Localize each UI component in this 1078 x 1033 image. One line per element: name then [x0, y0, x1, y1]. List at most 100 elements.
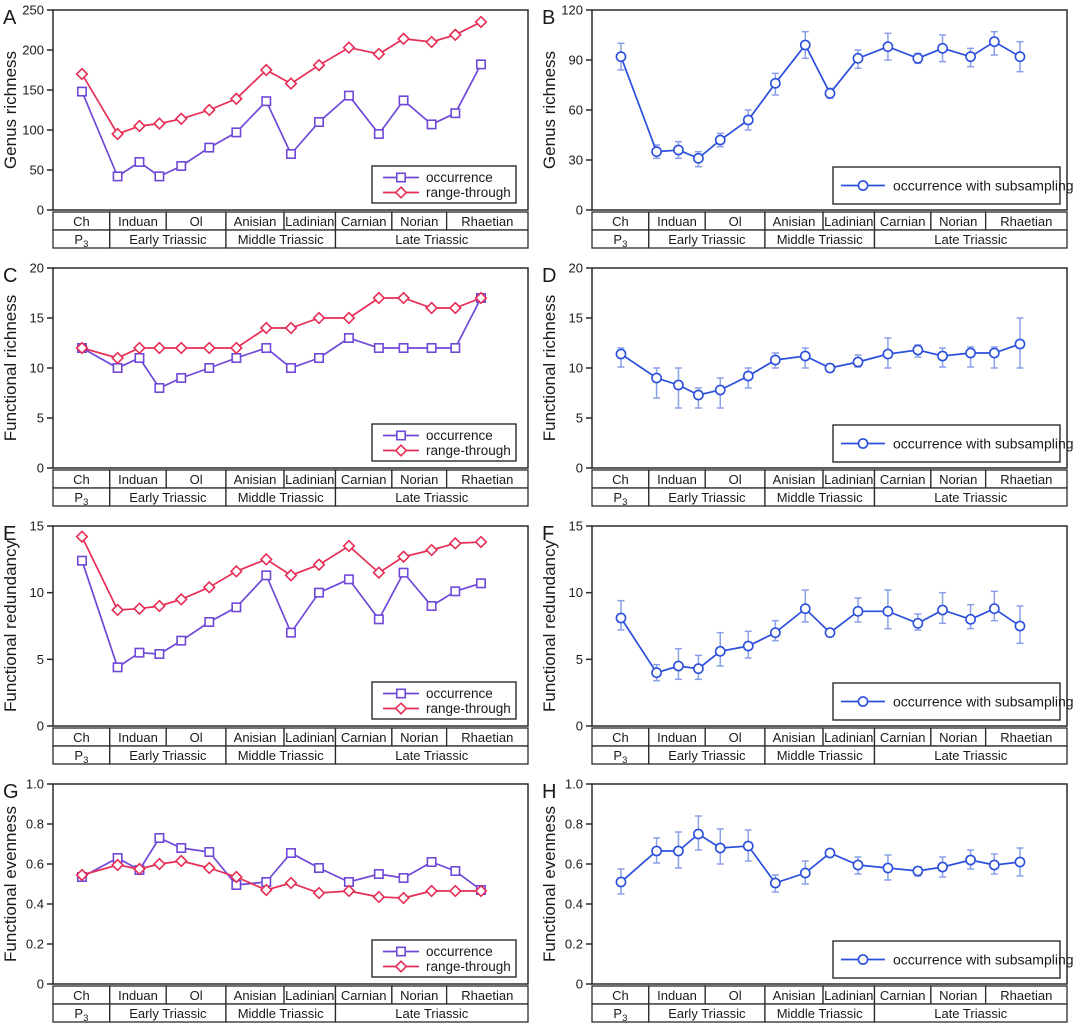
period-box [873, 487, 1068, 507]
stage-label: Ol [729, 214, 742, 229]
legend-box [371, 165, 517, 204]
y-axis-title: Functional richness [540, 295, 559, 441]
period-label: Early Triassic [129, 748, 207, 763]
square-marker [154, 649, 165, 660]
panel-h-chart: H Functional evenness 0 0.2 0.4 0.6 0.8 1.0 Ch In… [540, 777, 1074, 1025]
legend-label: occurrence [426, 428, 493, 443]
diamond-marker [111, 858, 125, 872]
circle-marker [651, 372, 662, 384]
period-label: Late Triassic [934, 232, 1007, 247]
stage-label: Rhaetian [461, 730, 513, 745]
diamond-marker [397, 32, 410, 46]
square-marker [343, 574, 354, 585]
diamond-marker [312, 311, 326, 325]
circle-marker [882, 605, 894, 617]
legend-label: range-through [426, 185, 511, 200]
panel-letter: A [3, 7, 17, 29]
square-marker [204, 363, 215, 374]
diamond-marker [394, 702, 408, 715]
square-marker [285, 149, 296, 160]
diamond-marker [259, 552, 273, 566]
circle-marker [824, 847, 836, 859]
square-marker [285, 627, 296, 638]
y-tick-label: 100 [22, 123, 44, 138]
stage-label: Ol [190, 472, 203, 487]
period-box [873, 745, 1068, 765]
y-tick-label: 0 [576, 461, 583, 476]
period-label: Middle Triassic [777, 1006, 863, 1021]
square-marker [112, 662, 123, 673]
square-marker [426, 119, 437, 130]
square-marker [450, 343, 461, 354]
period-label: Early Triassic [129, 490, 207, 505]
series-line-circle [620, 832, 1021, 885]
circle-marker [937, 604, 948, 616]
period-label: Late Triassic [934, 1006, 1007, 1021]
square-marker [261, 570, 272, 581]
diamond-marker [372, 566, 386, 580]
diamond-marker [259, 883, 273, 897]
legend-label: occurrence [426, 170, 493, 185]
y-tick-label: 20 [30, 261, 44, 276]
series-line-diamond [81, 297, 482, 359]
stage-label: Rhaetian [461, 472, 513, 487]
diamond-marker [152, 599, 166, 613]
y-tick-label: 0 [37, 719, 44, 734]
circle-marker [988, 347, 1000, 359]
circle-marker [615, 348, 627, 360]
circle-marker [824, 362, 836, 374]
stage-label: Norian [939, 472, 977, 487]
diamond-marker [202, 580, 216, 594]
circle-marker [692, 828, 704, 840]
diamond-marker [394, 960, 408, 973]
legend-label: occurrence with subsampling [893, 952, 1074, 968]
stage-label: Norian [400, 214, 438, 229]
square-marker [373, 129, 384, 140]
y-tick-label: 0.6 [565, 857, 583, 872]
y-tick-label: 0.2 [565, 937, 583, 952]
stage-label: Carnian [880, 472, 926, 487]
y-tick-label: 15 [569, 519, 583, 534]
diamond-marker [229, 92, 243, 106]
diamond-marker [312, 558, 326, 572]
series-line-diamond [81, 21, 482, 136]
circle-marker [1014, 338, 1026, 350]
stage-label: Induan [118, 988, 158, 1003]
square-marker [395, 172, 406, 183]
y-tick-label: 0 [576, 203, 583, 218]
y-tick-label: 10 [30, 585, 44, 600]
square-marker [231, 602, 242, 613]
period-label: Late Triassic [395, 490, 468, 505]
stage-label: Norian [939, 730, 977, 745]
y-tick-label: 120 [561, 3, 583, 18]
y-tick-label: 5 [37, 652, 44, 667]
stage-label: Anisian [773, 730, 816, 745]
y-tick-label: 5 [576, 411, 583, 426]
circle-marker [852, 52, 864, 64]
square-marker [343, 90, 354, 101]
square-marker [450, 586, 461, 597]
diamond-marker [259, 63, 273, 77]
circle-marker [799, 350, 811, 362]
square-marker [373, 869, 384, 880]
diamond-marker [372, 291, 386, 305]
diamond-marker [448, 28, 462, 42]
panel-a-chart: A Genus richness 0 50 100 150 200 250 Ch Induan Ol… [1, 3, 529, 250]
stage-label: Ch [612, 730, 629, 745]
diamond-marker [229, 870, 243, 884]
stage-label: Rhaetian [461, 214, 513, 229]
square-marker [373, 614, 384, 625]
stage-label: Carnian [341, 730, 387, 745]
y-tick-label: 5 [576, 652, 583, 667]
panel-letter: C [3, 265, 17, 287]
diamond-marker [342, 539, 356, 553]
y-tick-label: 0.2 [26, 937, 44, 952]
circle-marker [769, 77, 781, 89]
diamond-marker [448, 884, 462, 898]
panel-c-functional-richness-occurrence: C Functional richness 0 5 10 15 20 Ch Induan Ol An… [0, 258, 539, 516]
panel-c-chart: C Functional richness 0 5 10 15 20 Ch Induan Ol An… [1, 261, 529, 508]
plot-frame [52, 525, 529, 727]
y-tick-label: 150 [22, 83, 44, 98]
diamond-marker [111, 351, 125, 365]
circle-marker [615, 51, 627, 63]
